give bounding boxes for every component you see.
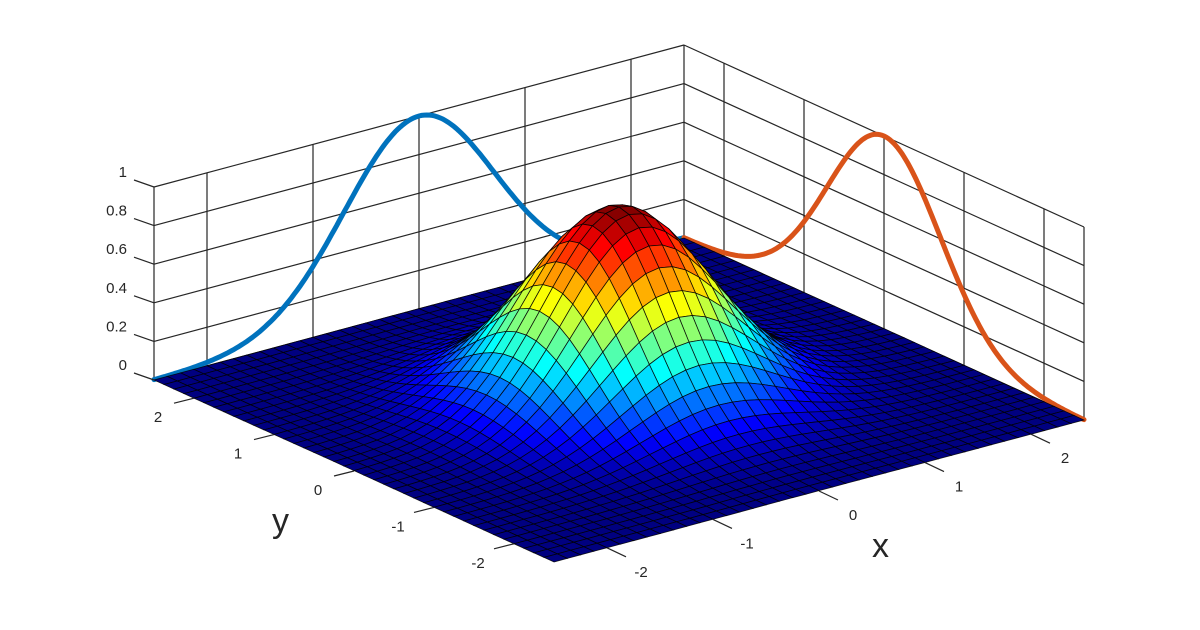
y-tick: [253, 434, 275, 441]
y-tick: [173, 397, 195, 404]
z-tick: [133, 256, 155, 265]
x-tick-label: 2: [1061, 450, 1069, 467]
z-tick: [133, 372, 155, 381]
y-tick-label: -2: [471, 555, 484, 572]
x-tick-label: 1: [955, 479, 963, 496]
z-tick: [133, 218, 155, 227]
surface-mesh: [152, 204, 1086, 563]
x-tick: [924, 462, 945, 473]
z-tick: [133, 333, 155, 342]
y-tick: [493, 543, 515, 550]
axis-ticks: 0 0.2 0.4 0.6 0.8 1 -2 -1 0 1 2 -2 -1 0 1 2: [106, 164, 1069, 581]
y-tick: [333, 470, 355, 477]
z-tick-label: 0: [119, 357, 127, 374]
back-walls: [153, 44, 1085, 421]
z-tick-label: 0.4: [106, 280, 127, 297]
y-tick-label: 1: [234, 446, 242, 463]
x-tick-label: -2: [634, 564, 647, 581]
z-tick-label: 0.6: [106, 241, 127, 258]
x-axis-label: x: [872, 527, 889, 565]
x-tick: [1030, 433, 1051, 444]
x-tick-label: -1: [740, 535, 753, 552]
surface-patch: [542, 553, 569, 563]
x-tick: [818, 490, 839, 501]
z-tick: [133, 179, 155, 188]
y-tick: [413, 506, 435, 513]
x-tick: [606, 547, 627, 558]
y-axis-label: y: [272, 502, 289, 540]
x-tick: [712, 518, 733, 529]
z-tick-label: 0.8: [106, 203, 127, 220]
z-tick-label: 1: [119, 164, 127, 181]
y-tick-label: -1: [391, 518, 404, 535]
series-curve-y: [681, 131, 1087, 423]
x-tick-label: 0: [849, 507, 857, 524]
y-tick-label: 0: [314, 482, 322, 499]
z-tick: [133, 295, 155, 304]
y-tick-label: 2: [154, 409, 162, 426]
z-tick-label: 0.2: [106, 318, 127, 335]
